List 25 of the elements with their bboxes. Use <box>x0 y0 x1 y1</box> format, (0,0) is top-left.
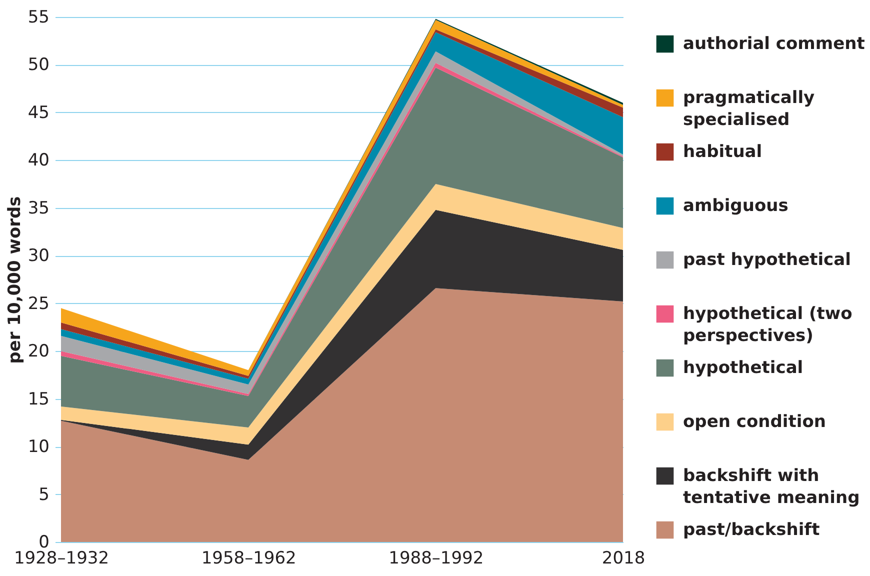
x-tick-label: 1958–1962 <box>201 548 296 568</box>
legend-label: backshift with tentative meaning <box>683 466 860 508</box>
y-tick-label: 45 <box>28 102 50 123</box>
x-tick-label: 1988–1992 <box>388 548 484 568</box>
legend-label: authorial comment <box>683 34 865 54</box>
legend-label: ambiguous <box>683 196 788 216</box>
legend-label: past/backshift <box>683 520 820 540</box>
y-tick-label: 55 <box>28 8 50 28</box>
y-tick-label: 5 <box>38 484 50 505</box>
y-tick-label: 35 <box>28 198 50 218</box>
x-tick-label: 2018 <box>602 548 646 568</box>
legend-label: past hypothetical <box>683 250 851 270</box>
y-tick-label: 40 <box>28 150 50 171</box>
y-tick-label: 25 <box>28 294 50 314</box>
legend-label: pragmatically specialised <box>683 88 815 130</box>
y-axis-title: per 10,000 words <box>4 196 25 364</box>
y-tick-label: 10 <box>28 437 50 458</box>
legend-label: hypothetical <box>683 358 804 378</box>
y-tick-label: 50 <box>28 55 50 76</box>
y-tick-label: 30 <box>28 246 50 266</box>
y-tick-label: 20 <box>28 342 50 362</box>
legend-label: open condition <box>683 412 826 432</box>
legend-label: habitual <box>683 142 762 162</box>
legend-label: hypothetical (two perspectives) <box>683 304 852 346</box>
y-tick-label: 15 <box>28 389 50 410</box>
